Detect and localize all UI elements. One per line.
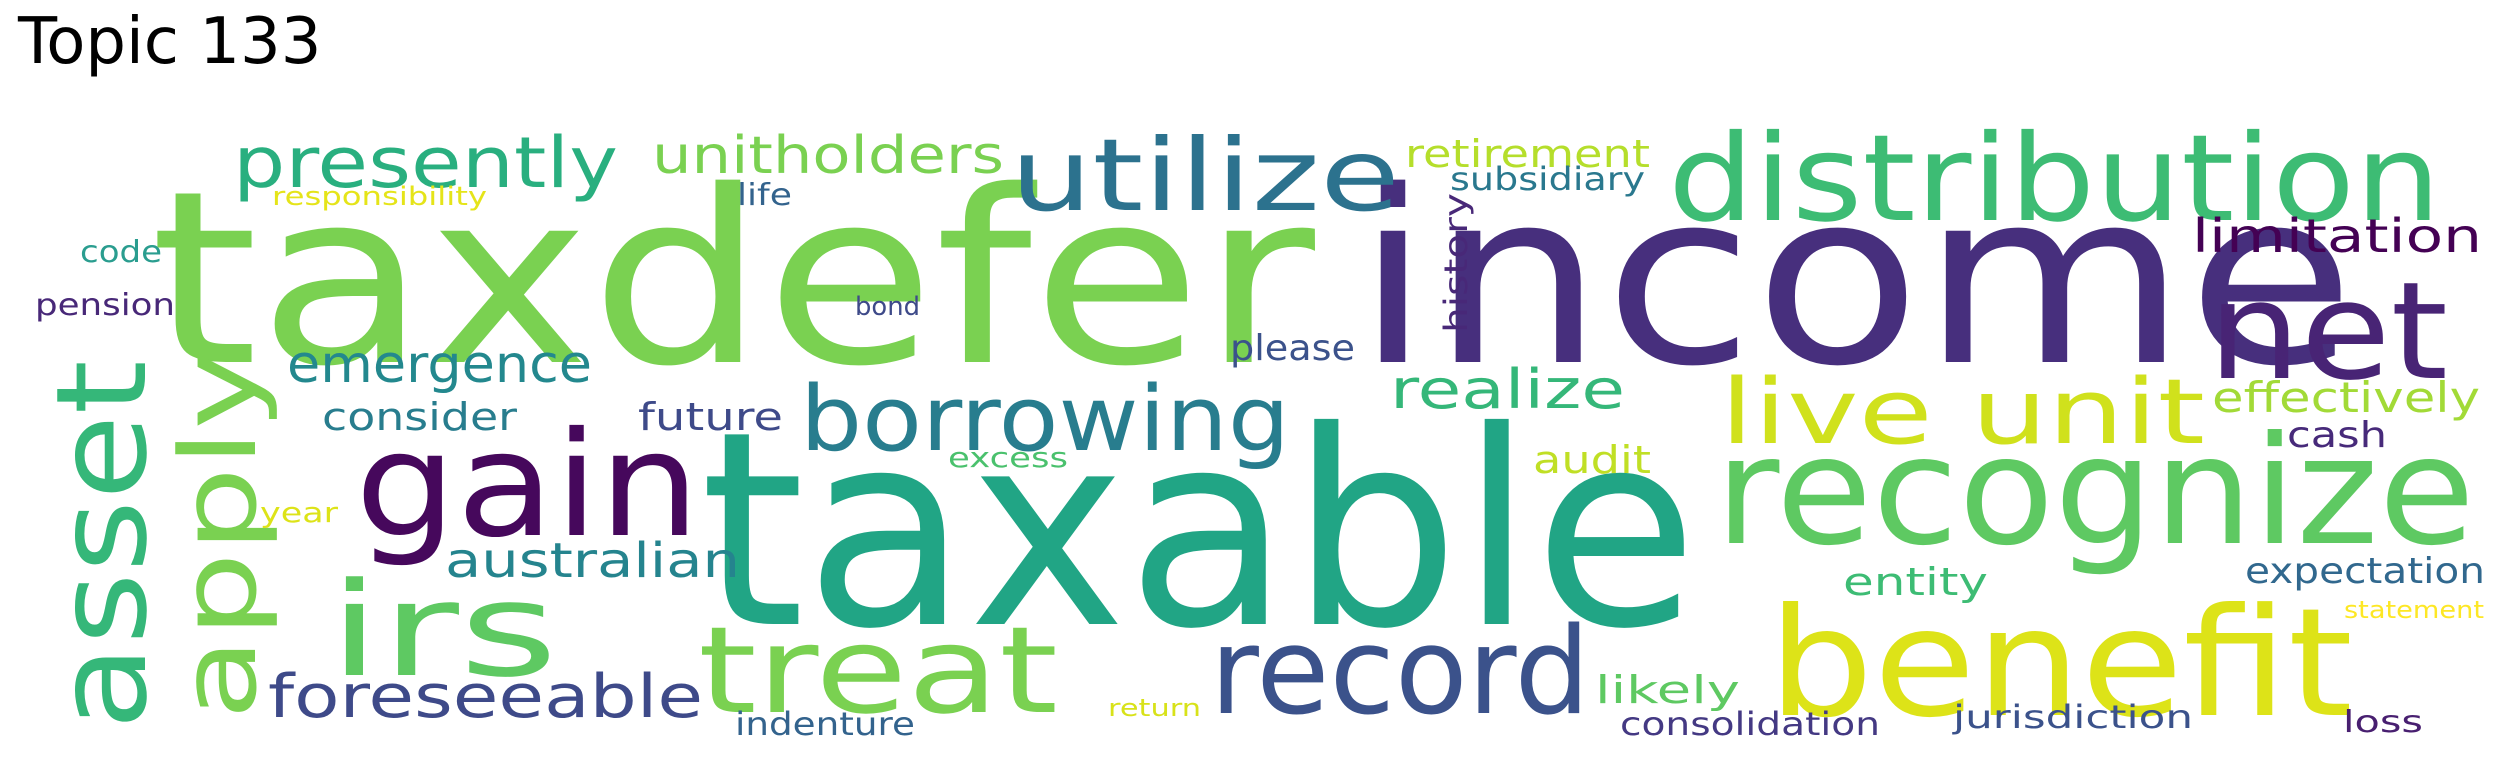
word-bond: bond (855, 292, 920, 322)
word-audit: audit (1533, 438, 1651, 482)
word-irs: irs (328, 554, 558, 706)
page-title: Topic 133 (18, 5, 322, 79)
word-australian: australian (445, 533, 740, 589)
word-statement: statement (2344, 596, 2484, 624)
word-consolidation: consolidation (1620, 705, 1880, 743)
word-utilize: utilize (1010, 117, 1400, 234)
word-foreseeable: foreseeable (268, 662, 703, 732)
word-subsidiary: subsidiary (1450, 160, 1645, 198)
word-record: record (1210, 603, 1590, 742)
word-pension: pension (35, 288, 175, 323)
word-gain: gain (355, 401, 700, 570)
word-responsibility: responsibility (272, 182, 487, 212)
word-excess: excess (948, 441, 1068, 474)
word-benefit: benefit (1768, 577, 2353, 751)
word-effectively: effectively (2212, 373, 2480, 422)
word-likely: likely (1595, 668, 1740, 712)
word-return: return (1108, 694, 1201, 722)
word-entity: entity (1843, 560, 1988, 604)
word-code: code (80, 235, 162, 270)
word-cash: cash (2287, 415, 2387, 456)
word-year: year (260, 496, 339, 529)
word-treat: treat (698, 602, 1058, 741)
word-indenture: indenture (735, 705, 915, 743)
word-retirement: retirement (1405, 132, 1650, 176)
word-future: future (638, 395, 783, 439)
word-realize: realize (1390, 358, 1625, 421)
word-recognize: recognize (1715, 405, 2475, 579)
word-borrowing: borrowing (800, 367, 1290, 472)
word-unitholders: unitholders (652, 126, 1004, 186)
word-history: history (1437, 193, 1475, 333)
word-live-unit: live unit (1720, 360, 2205, 465)
word-taxdefer: taxdefer (150, 139, 1315, 419)
word-presently: presently (233, 122, 618, 204)
word-expectation: expectation (2245, 551, 2485, 592)
word-taxable: taxable (700, 373, 1698, 688)
word-asset: asset (30, 360, 175, 730)
word-income: income (1355, 139, 2355, 419)
word-loss: loss (2343, 705, 2423, 740)
word-please: please (1230, 328, 1355, 369)
word-net: net (2208, 253, 2448, 410)
word-distribution: distribution (1668, 110, 2441, 249)
word-emergence: emergence (287, 335, 592, 395)
word-limitation: limitation (2192, 209, 2482, 263)
word-apply: apply (158, 350, 280, 720)
word-life: life (737, 178, 792, 213)
word-consider: consider (322, 395, 517, 439)
word-jurisdiction: jurisdiction (1952, 698, 2193, 736)
